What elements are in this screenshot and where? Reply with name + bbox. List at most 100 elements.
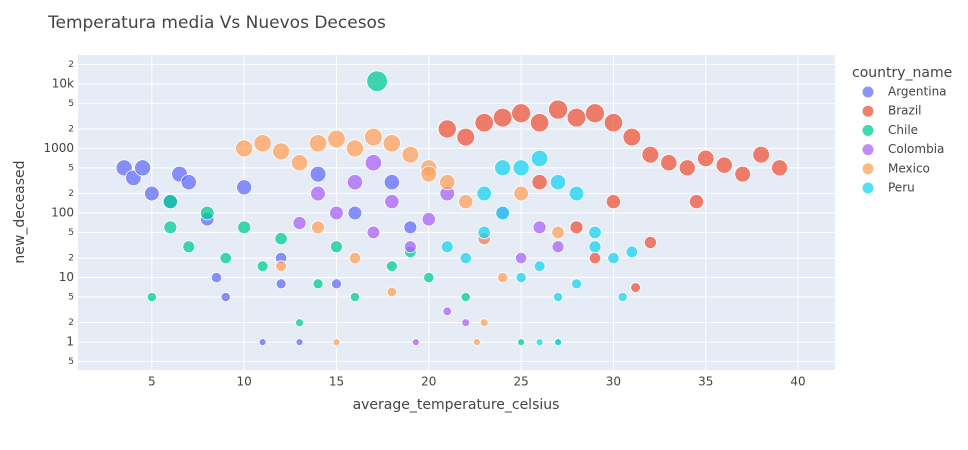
- point: [474, 113, 494, 133]
- y-tick-label: 1: [66, 335, 74, 349]
- y-tick-label: 5: [68, 357, 74, 367]
- point: [442, 306, 452, 317]
- x-tick-label: 5: [148, 375, 156, 389]
- point: [588, 252, 602, 265]
- point: [295, 318, 304, 328]
- y-tick-label: 5: [68, 99, 74, 109]
- point: [272, 142, 291, 161]
- point: [459, 252, 472, 265]
- point: [134, 159, 152, 177]
- point: [571, 278, 582, 290]
- point: [437, 119, 457, 139]
- point: [310, 185, 326, 202]
- point: [199, 205, 215, 221]
- point: [494, 159, 512, 177]
- point: [688, 194, 705, 210]
- grid: [78, 55, 835, 370]
- legend-label: Argentina: [888, 85, 947, 99]
- point: [364, 127, 383, 147]
- point: [643, 235, 657, 249]
- point: [477, 225, 491, 240]
- point: [678, 159, 696, 177]
- point: [253, 134, 272, 153]
- point: [349, 291, 361, 303]
- point: [535, 338, 544, 347]
- point: [529, 113, 550, 133]
- x-tick-label: 25: [513, 375, 528, 389]
- point: [144, 185, 160, 202]
- point: [497, 271, 509, 284]
- point: [295, 338, 304, 347]
- point: [734, 165, 752, 183]
- point: [346, 174, 364, 191]
- x-axis-label: average_temperature_celsius: [353, 397, 560, 413]
- point: [292, 215, 307, 231]
- y-tick-label: 2: [68, 254, 74, 264]
- point: [472, 338, 481, 347]
- point: [180, 174, 197, 191]
- point: [411, 338, 420, 347]
- y-tick-label: 1000: [43, 141, 74, 155]
- point: [569, 220, 584, 235]
- point: [715, 156, 733, 174]
- point: [530, 149, 549, 168]
- point: [327, 129, 346, 149]
- point: [309, 165, 327, 183]
- point: [456, 127, 476, 147]
- point: [311, 220, 325, 235]
- point: [348, 252, 362, 265]
- point: [420, 165, 438, 183]
- point: [345, 139, 364, 158]
- point: [605, 194, 622, 210]
- chart-title: Temperatura media Vs Nuevos Decesos: [47, 13, 386, 33]
- point: [403, 220, 418, 235]
- point: [236, 179, 253, 196]
- point: [617, 291, 628, 303]
- y-tick-label: 2: [68, 318, 74, 328]
- point: [588, 225, 602, 240]
- legend-marker: [861, 123, 875, 137]
- markers: [115, 70, 789, 347]
- point: [551, 225, 565, 240]
- x-tick-label: 10: [237, 375, 252, 389]
- point: [458, 194, 474, 210]
- y-tick-label: 100: [51, 205, 74, 219]
- legend-label: Mexico: [888, 161, 930, 175]
- point: [531, 174, 548, 191]
- y-tick-label: 5: [68, 163, 74, 173]
- point: [308, 134, 328, 153]
- point: [210, 271, 223, 284]
- y-tick-label: 5: [68, 228, 74, 238]
- point: [625, 245, 639, 259]
- point: [290, 154, 309, 172]
- legend-label: Colombia: [888, 142, 944, 156]
- point: [585, 103, 605, 124]
- point: [235, 139, 254, 158]
- point: [492, 107, 513, 128]
- y-tick-label: 10: [59, 270, 74, 284]
- point: [551, 240, 565, 254]
- point: [771, 159, 789, 177]
- point: [660, 154, 678, 172]
- point: [548, 99, 569, 120]
- point: [329, 205, 344, 221]
- point: [163, 220, 178, 235]
- point: [622, 127, 642, 147]
- y-tick-label: 10k: [52, 76, 74, 90]
- point: [568, 185, 585, 202]
- legend-marker: [861, 85, 875, 99]
- point: [219, 252, 232, 265]
- y-tick-label: 2: [68, 189, 74, 199]
- point: [220, 291, 231, 303]
- point: [515, 271, 527, 284]
- y-tick-label: 2: [68, 124, 74, 134]
- point: [274, 232, 288, 246]
- y-axis-label: new_deceased: [12, 160, 28, 263]
- point: [258, 338, 267, 347]
- point: [461, 318, 471, 328]
- legend-label: Brazil: [888, 104, 922, 118]
- point: [513, 185, 529, 202]
- point: [256, 260, 269, 273]
- point: [515, 252, 528, 265]
